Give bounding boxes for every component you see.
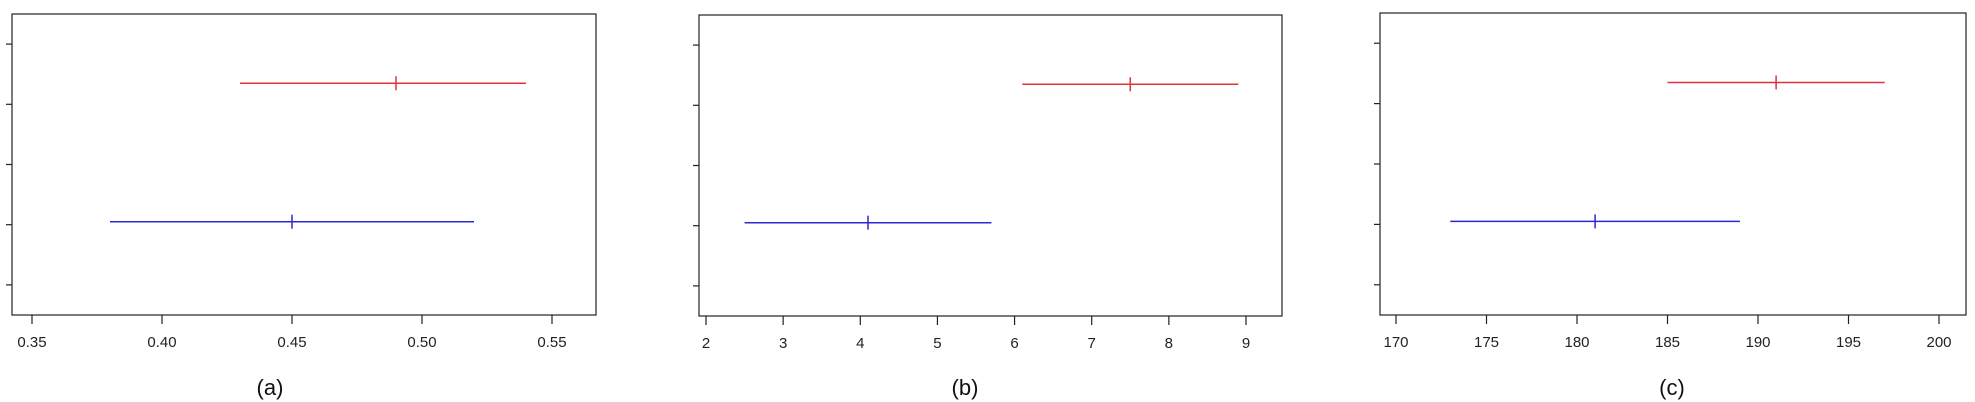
x-tick-label: 185 <box>1655 334 1680 351</box>
x-tick-label: 0.45 <box>277 334 306 351</box>
x-tick-label: 0.50 <box>407 334 436 351</box>
x-tick-label: 5 <box>933 335 941 352</box>
x-tick-label: 0.35 <box>17 334 46 351</box>
x-tick-label: 0.55 <box>537 334 566 351</box>
plot-frame <box>698 14 1283 317</box>
panel-c: 170 175 180 185 190 195 200 (c) <box>1374 12 1967 400</box>
plot-frame <box>11 13 597 316</box>
x-tick-label: 6 <box>1010 335 1018 352</box>
panel-a: 0.35 0.40 0.45 0.50 0.55 (a) <box>6 13 597 400</box>
panel-caption: (c) <box>1659 375 1685 400</box>
x-tick-label: 9 <box>1242 335 1250 352</box>
y-axis-ticks <box>1374 42 1380 286</box>
plot-frame <box>1379 12 1967 316</box>
x-tick-label: 200 <box>1926 334 1951 351</box>
y-axis-ticks <box>693 44 699 287</box>
panel-b: 2 3 4 5 6 7 8 9 (b) <box>693 14 1283 400</box>
x-tick-label: 2 <box>702 335 710 352</box>
interval-marks <box>110 76 526 229</box>
x-tick-label: 0.40 <box>147 334 176 351</box>
x-tick-label: 3 <box>779 335 787 352</box>
panel-caption: (a) <box>257 375 284 400</box>
y-axis-ticks <box>6 43 12 286</box>
x-tick-label: 7 <box>1088 335 1096 352</box>
x-tick-label: 180 <box>1564 334 1589 351</box>
x-tick-label: 190 <box>1745 334 1770 351</box>
x-tick-label: 8 <box>1165 335 1173 352</box>
x-tick-label: 175 <box>1474 334 1499 351</box>
x-tick-label: 4 <box>856 335 864 352</box>
x-axis-ticks: 0.35 0.40 0.45 0.50 0.55 <box>17 315 567 351</box>
panel-caption: (b) <box>952 375 979 400</box>
x-tick-label: 195 <box>1836 334 1861 351</box>
interval-marks <box>1450 75 1885 229</box>
x-axis-ticks: 170 175 180 185 190 195 200 <box>1383 315 1952 351</box>
x-tick-label: 170 <box>1383 334 1408 351</box>
x-axis-ticks: 2 3 4 5 6 7 8 9 <box>702 316 1250 352</box>
interval-marks <box>744 77 1239 230</box>
